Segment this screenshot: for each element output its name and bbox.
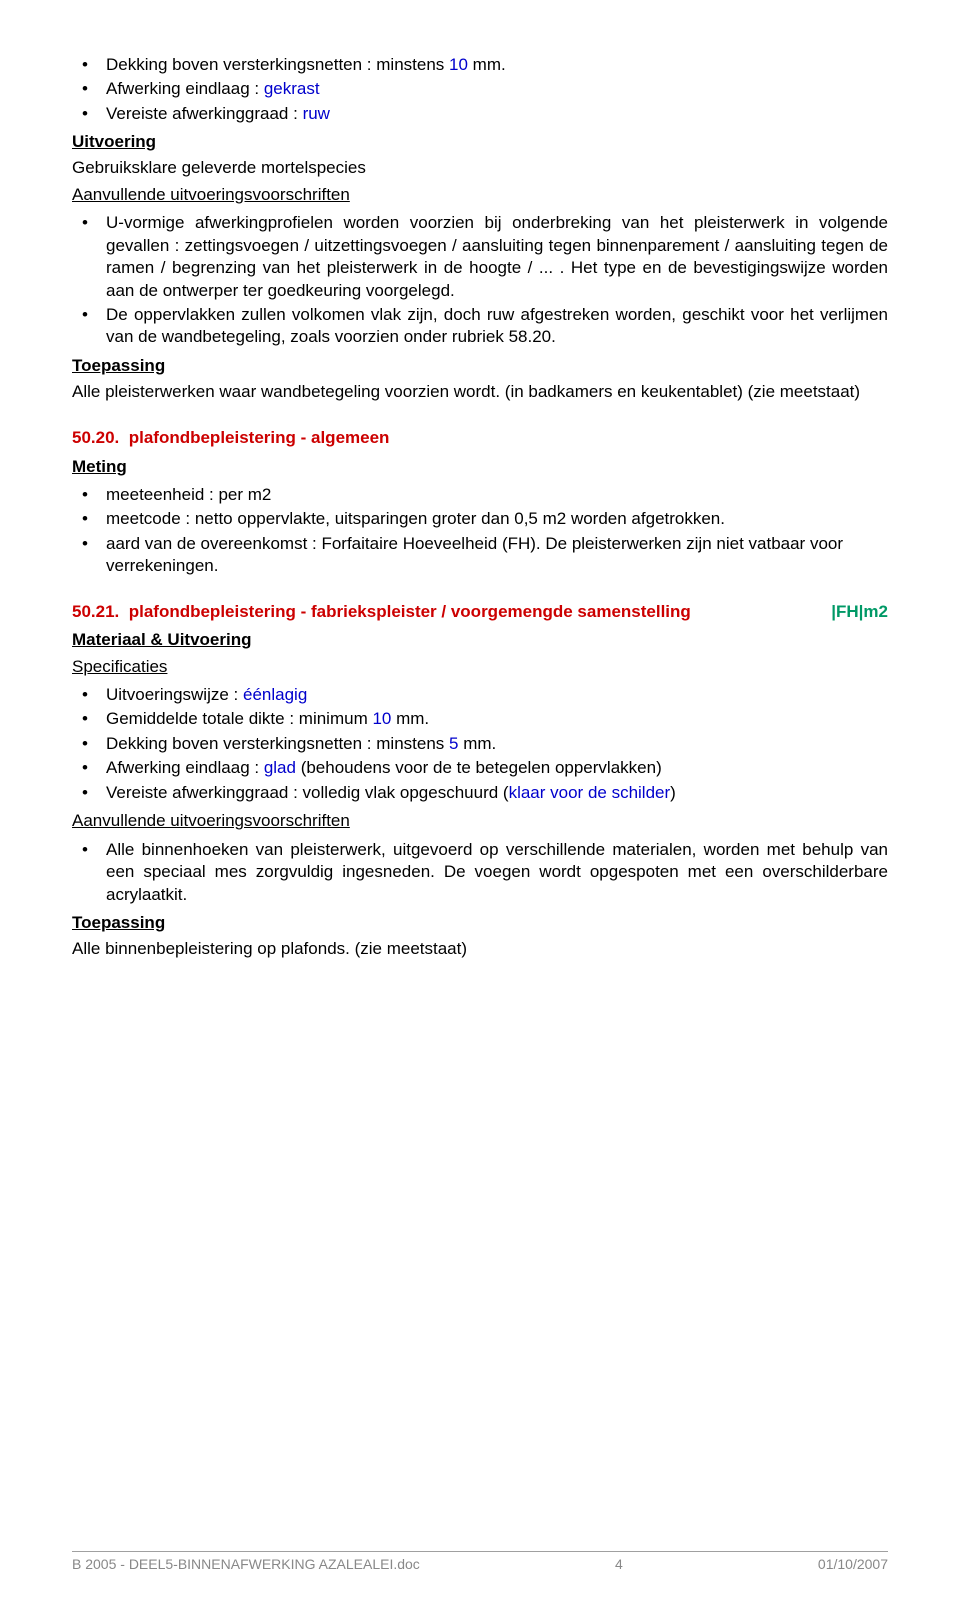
footer-date: 01/10/2007 xyxy=(818,1556,888,1572)
param-value: 10 xyxy=(372,709,391,728)
list-item: Vereiste afwerkinggraad : ruw xyxy=(72,103,888,125)
text-fragment: Gemiddelde totale dikte : minimum xyxy=(106,709,372,728)
text-fragment: Dekking boven versterkingsnetten : minst… xyxy=(106,734,449,753)
text-fragment: Vereiste afwerkinggraad : xyxy=(106,104,303,123)
page-footer: B 2005 - DEEL5-BINNENAFWERKING AZALEALEI… xyxy=(72,1551,888,1572)
section-number: 50.21. xyxy=(72,602,119,621)
param-value: klaar voor de schilder xyxy=(509,783,671,802)
subheading-materiaal-uitvoering: Materiaal & Uitvoering xyxy=(72,629,888,651)
bullet-list: Alle binnenhoeken van pleisterwerk, uitg… xyxy=(72,839,888,906)
section-heading: Toepassing xyxy=(72,912,888,934)
list-item: Uitvoeringswijze : éénlagig xyxy=(72,684,888,706)
text-fragment: mm. xyxy=(458,734,496,753)
subheading-meting: Meting xyxy=(72,456,888,478)
text-fragment: Vereiste afwerkinggraad : volledig vlak … xyxy=(106,783,509,802)
list-item: meeteenheid : per m2 xyxy=(72,484,888,506)
body-text: Alle binnenbepleistering op plafonds. (z… xyxy=(72,938,888,960)
list-item: U-vormige afwerkingprofielen worden voor… xyxy=(72,212,888,302)
list-item: Afwerking eindlaag : gekrast xyxy=(72,78,888,100)
param-value: éénlagig xyxy=(243,685,307,704)
param-value: ruw xyxy=(303,104,330,123)
footer-left: B 2005 - DEEL5-BINNENAFWERKING AZALEALEI… xyxy=(72,1556,420,1572)
text-fragment: mm. xyxy=(468,55,506,74)
param-value: gekrast xyxy=(264,79,320,98)
section-title: plafondbepleistering - fabriekspleister … xyxy=(129,602,691,621)
list-item: meetcode : netto oppervlakte, uitsparing… xyxy=(72,508,888,530)
list-item: Afwerking eindlaag : glad (behoudens voo… xyxy=(72,757,888,779)
text-fragment: Afwerking eindlaag : xyxy=(106,758,264,777)
text-fragment: Afwerking eindlaag : xyxy=(106,79,264,98)
section-50-21: 50.21. plafondbepleistering - fabriekspl… xyxy=(72,601,888,960)
section-number-title: 50.20. plafondbepleistering - algemeen xyxy=(72,427,888,449)
section-toepassing: Toepassing Alle binnenbepleistering op p… xyxy=(72,912,888,961)
section-50-20: 50.20. plafondbepleistering - algemeen M… xyxy=(72,427,888,577)
subheading-specificaties: Specificaties xyxy=(72,656,888,678)
text-fragment: mm. xyxy=(391,709,429,728)
page-body: Dekking boven versterkingsnetten : minst… xyxy=(0,0,960,960)
text-fragment: Uitvoeringswijze : xyxy=(106,685,243,704)
bullet-list: meeteenheid : per m2 meetcode : netto op… xyxy=(72,484,888,578)
list-item: aard van de overeenkomst : Forfaitaire H… xyxy=(72,533,888,578)
param-value: glad xyxy=(264,758,296,777)
subheading-aanvullende: Aanvullende uitvoeringsvoorschriften xyxy=(72,810,888,832)
section-title: plafondbepleistering - algemeen xyxy=(129,428,390,447)
bullet-list: Uitvoeringswijze : éénlagig Gemiddelde t… xyxy=(72,684,888,804)
text-fragment: (behoudens voor de te betegelen oppervla… xyxy=(296,758,662,777)
measurement-tag: |FH|m2 xyxy=(831,601,888,623)
section-heading: Uitvoering xyxy=(72,131,888,153)
list-item: Dekking boven versterkingsnetten : minst… xyxy=(72,733,888,755)
section-heading: Toepassing xyxy=(72,355,888,377)
top-bullet-list: Dekking boven versterkingsnetten : minst… xyxy=(72,54,888,125)
section-number: 50.20. xyxy=(72,428,119,447)
text-fragment: ) xyxy=(670,783,676,802)
list-item: Dekking boven versterkingsnetten : minst… xyxy=(72,54,888,76)
list-item: Gemiddelde totale dikte : minimum 10 mm. xyxy=(72,708,888,730)
body-text: Alle pleisterwerken waar wandbetegeling … xyxy=(72,381,888,403)
list-item: Alle binnenhoeken van pleisterwerk, uitg… xyxy=(72,839,888,906)
section-toepassing: Toepassing Alle pleisterwerken waar wand… xyxy=(72,355,888,404)
bullet-list: U-vormige afwerkingprofielen worden voor… xyxy=(72,212,888,349)
text-fragment: Dekking boven versterkingsnetten : minst… xyxy=(106,55,449,74)
subheading: Aanvullende uitvoeringsvoorschriften xyxy=(72,184,888,206)
section-uitvoering: Uitvoering Gebruiksklare geleverde morte… xyxy=(72,131,888,349)
param-value: 10 xyxy=(449,55,468,74)
body-text: Gebruiksklare geleverde mortelspecies xyxy=(72,157,888,179)
section-number-title: 50.21. plafondbepleistering - fabriekspl… xyxy=(72,601,691,623)
footer-page-number: 4 xyxy=(615,1556,623,1572)
list-item: Vereiste afwerkinggraad : volledig vlak … xyxy=(72,782,888,804)
list-item: De oppervlakken zullen volkomen vlak zij… xyxy=(72,304,888,349)
